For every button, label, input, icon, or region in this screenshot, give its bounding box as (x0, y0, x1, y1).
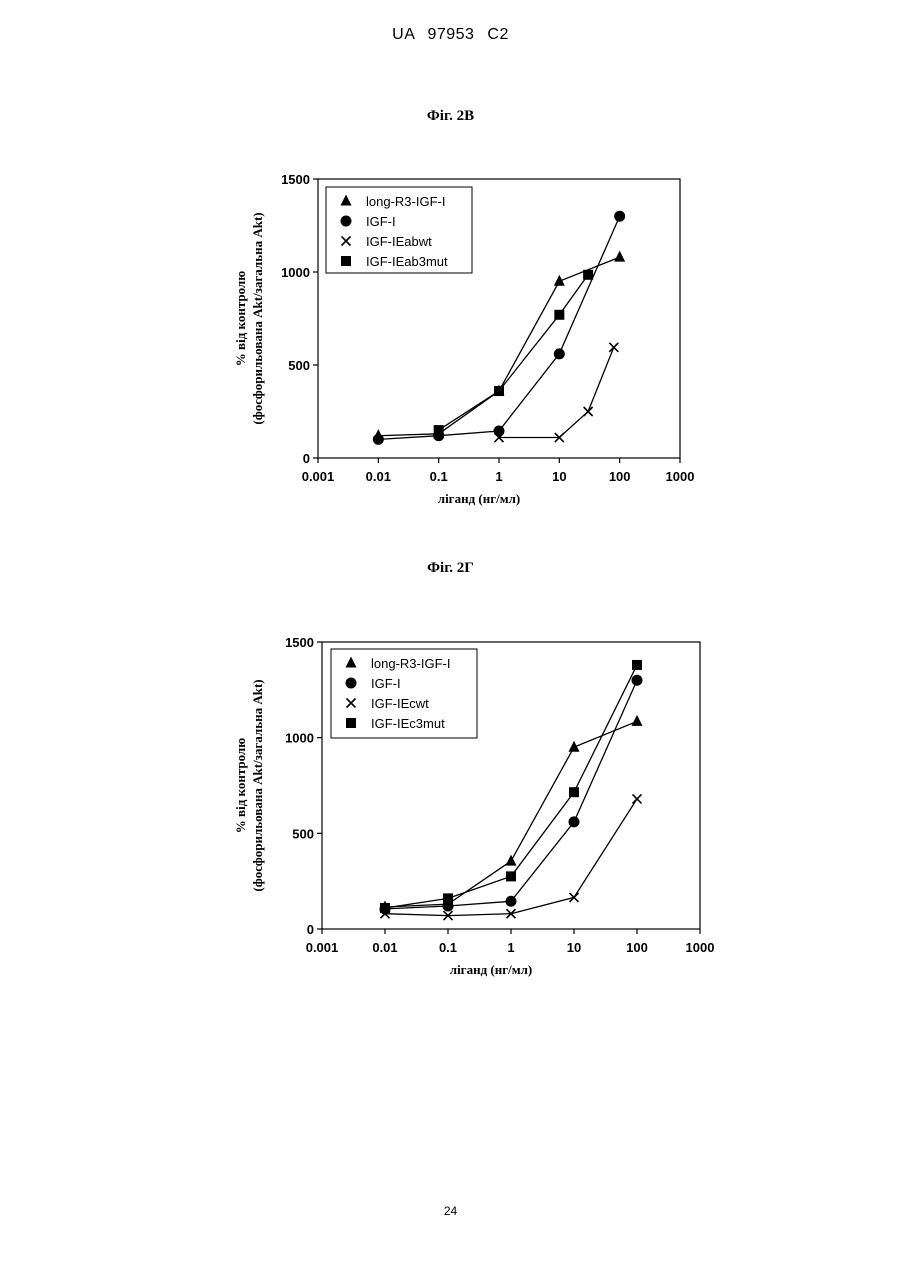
x-tick-label: 0.1 (430, 469, 448, 484)
legend-label: IGF-IEc3mut (371, 716, 445, 731)
figure-2b-chart: 0.001 0.01 0.1 1 10 100 1000 0 500 1000 1500 ліганд… (0, 160, 901, 530)
data-point-circle (614, 211, 625, 222)
x-tick-label: 0.01 (366, 469, 391, 484)
figure-2g-chart: 0.001 0.01 0.1 1 10 100 1000 0 500 1000 1500 ліганд… (0, 620, 901, 1000)
series-1 (380, 715, 643, 912)
figure-2b-caption: Фіг. 2В (0, 108, 901, 125)
y-axis-title-line: (фосфорильована Akt/загальна Akt) (250, 212, 265, 424)
data-point-circle (494, 426, 505, 437)
page-number: 24 (0, 1204, 901, 1218)
data-point-square (506, 871, 516, 881)
x-tick-label: 1000 (686, 940, 715, 955)
data-point-triangle (506, 855, 517, 866)
data-point-triangle (614, 251, 625, 262)
data-point-circle (554, 348, 565, 359)
data-point-circle (373, 434, 384, 445)
legend-label: IGF-IEab3mut (366, 254, 448, 269)
data-point-circle (506, 896, 517, 907)
legend: long-R3-IGF-I IGF-I IGF-IEabwt IGF-IEab3mut (326, 187, 472, 273)
legend-label: IGF-I (371, 676, 401, 691)
data-point-square (434, 425, 444, 435)
x-tick-label: 0.1 (439, 940, 457, 955)
legend-marker-circle (341, 216, 352, 227)
data-point-square (380, 903, 390, 913)
y-tick-label: 500 (292, 826, 314, 841)
x-tick-label: 100 (609, 469, 631, 484)
legend-label: IGF-I (366, 214, 396, 229)
series-line (439, 275, 588, 430)
x-tick-label: 0.01 (372, 940, 397, 955)
legend-marker-circle (346, 678, 357, 689)
y-tick-label: 1500 (281, 172, 310, 187)
y-tick-label: 1500 (285, 635, 314, 650)
legend-marker-square (341, 256, 351, 266)
document-id-header: UA 97953 C2 (0, 26, 901, 44)
x-tick-label: 0.001 (306, 940, 339, 955)
y-tick-label: 1000 (285, 731, 314, 746)
y-tick-label: 0 (303, 451, 310, 466)
x-tick-label: 100 (626, 940, 648, 955)
data-point-circle (569, 816, 580, 827)
legend-marker-square (346, 718, 356, 728)
data-point-square (569, 787, 579, 797)
x-tick-label: 1 (507, 940, 514, 955)
series-4 (434, 270, 593, 435)
data-point-triangle (632, 715, 643, 726)
legend-label: long-R3-IGF-I (371, 656, 450, 671)
figure-2g-caption: Фіг. 2Г (0, 560, 901, 577)
legend: long-R3-IGF-I IGF-I IGF-IEcwt IGF-IEc3mut (331, 649, 477, 738)
x-tick-label: 0.001 (302, 469, 335, 484)
data-point-circle (632, 675, 643, 686)
y-tick-label: 500 (288, 358, 310, 373)
data-point-square (632, 660, 642, 670)
legend-label: IGF-IEcwt (371, 696, 429, 711)
x-tick-label: 1 (495, 469, 502, 484)
data-point-cross (633, 794, 642, 803)
y-axis-title-line: % від контролю (233, 738, 248, 833)
x-tick-label: 10 (552, 469, 566, 484)
x-tick-label: 1000 (666, 469, 695, 484)
series-line (378, 257, 619, 436)
x-axis-title: ліганд (нг/мл) (438, 491, 520, 506)
data-point-square (494, 386, 504, 396)
data-point-square (443, 893, 453, 903)
data-point-square (583, 270, 593, 280)
data-point-cross (570, 893, 579, 902)
legend-label: long-R3-IGF-I (366, 194, 445, 209)
y-tick-label: 1000 (281, 265, 310, 280)
y-tick-label: 0 (307, 922, 314, 937)
y-axis-title-line: (фосфорильована Akt/загальна Akt) (250, 679, 265, 891)
data-point-square (554, 310, 564, 320)
y-axis-title-line: % від контролю (233, 271, 248, 366)
x-tick-label: 10 (567, 940, 581, 955)
data-point-cross (609, 343, 618, 352)
legend-label: IGF-IEabwt (366, 234, 432, 249)
data-point-cross (584, 407, 593, 416)
x-axis-title: ліганд (нг/мл) (450, 962, 532, 977)
